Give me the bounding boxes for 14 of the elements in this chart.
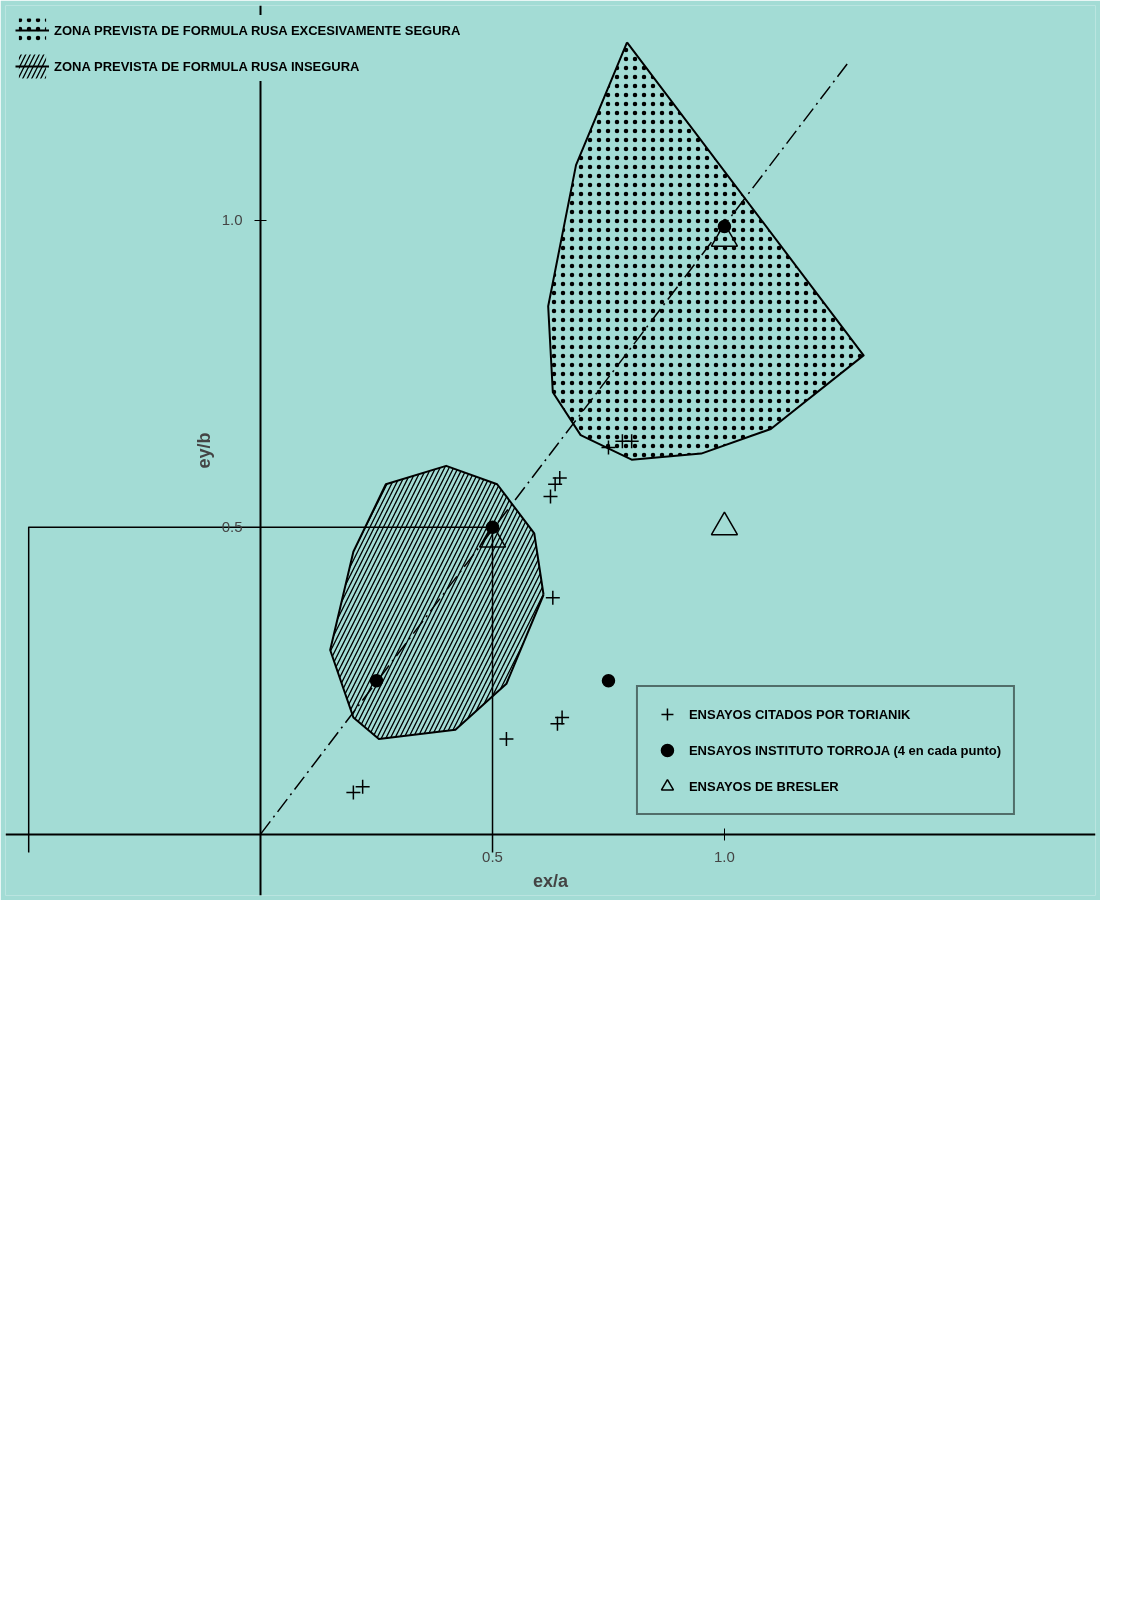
x-axis-title: ex/a	[532, 870, 570, 891]
point	[614, 433, 631, 450]
point	[498, 731, 515, 747]
legend-label: ENSAYOS CITADOS POR TORIANIK	[688, 706, 911, 722]
point	[369, 673, 384, 688]
point	[542, 488, 559, 505]
point	[600, 439, 617, 456]
legend-label: ZONA PREVISTA DE FORMULA RUSA INSEGURA	[54, 58, 360, 74]
legend-label: ENSAYOS INSTITUTO TORROJA (4 en cada punto)	[688, 742, 1001, 758]
point	[545, 590, 561, 606]
legend-label: ENSAYOS DE BRESLER	[688, 778, 839, 794]
y-axis-title: ey/b	[193, 432, 214, 469]
point	[601, 673, 616, 688]
legend-label: ZONA PREVISTA DE FORMULA RUSA EXCESIVAMENTE SEGURA	[54, 22, 461, 38]
